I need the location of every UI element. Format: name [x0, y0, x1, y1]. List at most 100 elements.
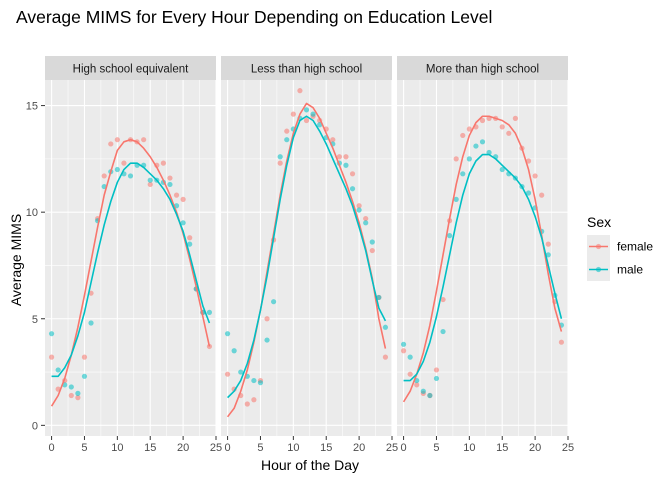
data-point-male: [224, 331, 231, 337]
data-point-male: [479, 139, 486, 145]
data-point-female: [290, 111, 296, 117]
data-point-female: [330, 137, 336, 143]
x-tick-label: 15: [320, 442, 332, 454]
data-point-female: [479, 117, 486, 124]
data-point-female: [187, 235, 193, 241]
x-tick-label: 10: [463, 442, 475, 454]
data-point-male: [48, 331, 55, 337]
facet-panels: 0 5 10 15 High school equivalent 0 5 10 15 20 25 Le…: [26, 56, 574, 454]
data-point-male: [363, 220, 369, 226]
data-point-male: [167, 181, 173, 188]
data-point-male: [545, 252, 551, 258]
data-point-male: [264, 337, 270, 343]
y-tick-label: 10: [26, 207, 38, 219]
data-point-female: [336, 154, 342, 160]
data-point-female: [264, 316, 270, 322]
facet-strip-label: More than high school: [426, 64, 539, 76]
data-point-male: [147, 177, 153, 183]
data-point-male: [180, 220, 186, 226]
x-tick-label: 25: [386, 442, 398, 454]
x-tick-label: 5: [257, 442, 263, 454]
data-point-male: [257, 380, 264, 386]
legend-key-point: [595, 266, 602, 273]
legend-label-male: male: [617, 263, 643, 277]
data-point-female: [141, 137, 147, 143]
data-point-female: [414, 382, 420, 388]
x-tick-label: 20: [353, 442, 365, 454]
data-point-male: [303, 107, 310, 113]
data-point-male: [349, 186, 356, 192]
x-tick-label: 20: [177, 442, 189, 454]
x-tick-label: 10: [287, 442, 299, 454]
facet-panel: High school equivalent 0 5 10 15 20 25: [45, 56, 222, 454]
data-point-male: [127, 173, 134, 179]
data-point-male: [460, 171, 466, 177]
data-point-male: [356, 207, 362, 213]
data-point-female: [532, 173, 538, 179]
smooth-line-male: [227, 115, 387, 399]
data-point-female: [440, 296, 446, 303]
x-tick-label: 25: [562, 442, 574, 454]
data-point-male: [400, 341, 407, 347]
data-point-female: [68, 392, 74, 399]
data-point-female: [499, 124, 505, 130]
data-point-male: [440, 328, 446, 335]
data-point-female: [167, 175, 173, 181]
facet-strip-label: High school equivalent: [73, 64, 190, 76]
data-point-female: [349, 171, 356, 177]
data-point-female: [539, 192, 545, 198]
data-point-male: [453, 196, 459, 202]
facet-panel: More than high school 0 5 10 15 20 25: [397, 56, 574, 454]
data-point-female: [121, 160, 127, 166]
data-point-female: [466, 126, 472, 132]
data-point-female: [108, 141, 114, 147]
data-point-male: [88, 320, 94, 326]
legend: Sex female male: [587, 214, 653, 281]
x-tick-label: 20: [529, 442, 541, 454]
data-point-male: [433, 375, 440, 382]
x-tick-label: 10: [111, 442, 123, 454]
data-point-female: [356, 203, 362, 209]
smooth-line-female: [402, 115, 563, 403]
facet-strip: [397, 56, 568, 80]
data-point-male: [310, 111, 316, 117]
data-point-female: [297, 88, 303, 94]
y-tick-label: 15: [26, 101, 38, 113]
data-point-male: [206, 309, 213, 315]
data-point-female: [81, 354, 88, 360]
y-tick-label: 0: [32, 420, 38, 432]
data-point-female: [369, 247, 375, 254]
panel-background: [221, 80, 392, 436]
data-point-male: [427, 392, 433, 399]
data-point-female: [382, 354, 389, 360]
x-tick-label: 15: [496, 442, 508, 454]
data-point-male: [466, 156, 472, 162]
data-point-male: [75, 390, 81, 396]
facet-strip-label: Less than high school: [251, 64, 362, 76]
data-point-female: [460, 132, 466, 139]
data-point-male: [407, 354, 413, 360]
x-tick-label: 5: [433, 442, 439, 454]
legend-label-female: female: [617, 240, 653, 254]
data-point-female: [173, 192, 180, 198]
data-point-female: [343, 154, 349, 160]
data-point-male: [114, 166, 120, 173]
data-point-male: [499, 166, 505, 173]
data-point-male: [382, 324, 389, 330]
x-tick-label: 5: [81, 442, 87, 454]
data-point-male: [486, 149, 492, 156]
panel-background: [397, 80, 568, 436]
data-point-female: [114, 137, 120, 143]
data-point-female: [303, 117, 310, 124]
data-point-female: [512, 115, 518, 121]
data-point-female: [400, 348, 407, 354]
x-tick-label: 0: [49, 442, 55, 454]
y-axis-label: Average MIMS: [8, 214, 24, 306]
data-point-male: [238, 369, 244, 375]
data-point-female: [453, 156, 459, 162]
data-point-male: [473, 143, 479, 149]
y-tick-label: 5: [32, 314, 38, 326]
chart-title: Average MIMS for Every Hour Depending on…: [16, 7, 492, 27]
facet-panel: Less than high school 0 5 10 15 20 25: [221, 56, 398, 454]
data-point-female: [48, 354, 55, 360]
